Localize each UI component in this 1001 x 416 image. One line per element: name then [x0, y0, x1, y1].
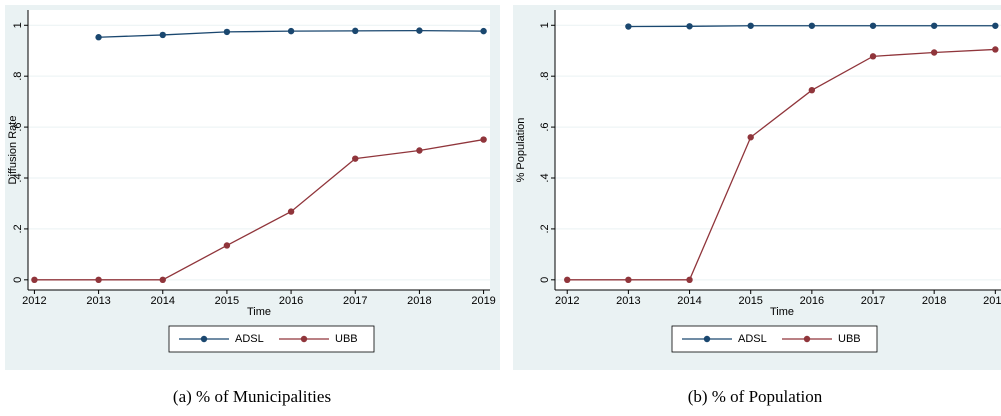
data-point	[686, 23, 693, 30]
y-tick-label: .2	[539, 224, 551, 233]
y-tick-label: 0	[12, 277, 24, 283]
plot-area	[28, 10, 490, 290]
data-point	[223, 28, 231, 36]
data-point	[747, 134, 754, 141]
x-tick-label: 2013	[86, 295, 110, 307]
x-tick-label: 2015	[738, 295, 762, 307]
y-tick-label: .8	[539, 72, 551, 81]
x-tick-label: 2012	[22, 295, 46, 307]
data-point	[930, 22, 938, 29]
y-tick-label: .4	[539, 173, 551, 182]
legend-box	[671, 325, 878, 353]
data-point	[480, 136, 487, 143]
legend-label: UBB	[335, 333, 358, 345]
data-point	[223, 242, 231, 249]
x-tick-label: 2019	[983, 295, 1001, 307]
legend-marker	[703, 335, 711, 343]
data-point	[686, 276, 693, 284]
data-point	[31, 276, 38, 284]
data-point	[352, 27, 359, 35]
data-point	[159, 31, 166, 39]
x-tick-label: 2015	[215, 295, 239, 307]
x-tick-label: 2019	[471, 295, 495, 307]
data-point	[416, 27, 423, 34]
x-tick-label: 2012	[555, 295, 579, 307]
data-point	[625, 276, 632, 284]
data-point	[159, 276, 166, 284]
series-line	[34, 138, 484, 281]
x-tick-label: 2017	[861, 295, 885, 307]
y-tick-label: 1	[12, 22, 24, 28]
legend-marker	[300, 335, 308, 343]
y-axis-label: % Population	[515, 118, 527, 183]
series-line	[567, 48, 996, 281]
data-point	[480, 27, 487, 35]
y-axis-label: Diffusion Rate	[7, 116, 19, 185]
data-point	[869, 53, 877, 60]
y-tick-label: .6	[539, 122, 551, 131]
x-axis-label: Time	[770, 306, 794, 318]
data-point	[95, 34, 102, 41]
y-tick-label: .8	[12, 72, 24, 81]
data-point	[416, 147, 423, 154]
data-point	[95, 276, 102, 284]
data-point	[352, 155, 359, 162]
y-tick-label: 0	[539, 277, 551, 283]
y-tick-label: .4	[12, 173, 24, 182]
y-tick-label: .6	[12, 122, 24, 131]
legend-marker	[803, 335, 811, 343]
data-point	[625, 23, 632, 30]
legend-marker	[200, 335, 208, 343]
caption: (b) % of Population	[688, 387, 823, 406]
x-tick-label: 2016	[800, 295, 824, 307]
x-tick-label: 2018	[922, 295, 946, 307]
data-point	[287, 208, 295, 215]
x-tick-label: 2017	[343, 295, 367, 307]
data-point	[808, 22, 816, 29]
data-point	[564, 276, 571, 284]
data-point	[287, 27, 295, 35]
x-tick-label: 2014	[677, 295, 701, 307]
caption: (a) % of Municipalities	[173, 387, 331, 406]
x-tick-label: 2018	[407, 295, 431, 307]
x-tick-label: 2013	[616, 295, 640, 307]
data-point	[747, 22, 754, 29]
data-point	[930, 49, 938, 56]
data-point	[869, 22, 877, 29]
data-point	[808, 86, 816, 94]
y-tick-label: .2	[12, 224, 24, 233]
legend-label: UBB	[838, 333, 861, 345]
legend-label: ADSL	[738, 333, 767, 345]
plot-area	[555, 10, 1001, 290]
y-tick-label: 1	[539, 22, 551, 28]
x-tick-label: 2014	[151, 295, 175, 307]
legend-label: ADSL	[235, 333, 264, 345]
x-axis-label: Time	[247, 306, 271, 318]
data-point	[992, 22, 999, 29]
x-tick-label: 2016	[279, 295, 303, 307]
data-point	[992, 46, 999, 53]
